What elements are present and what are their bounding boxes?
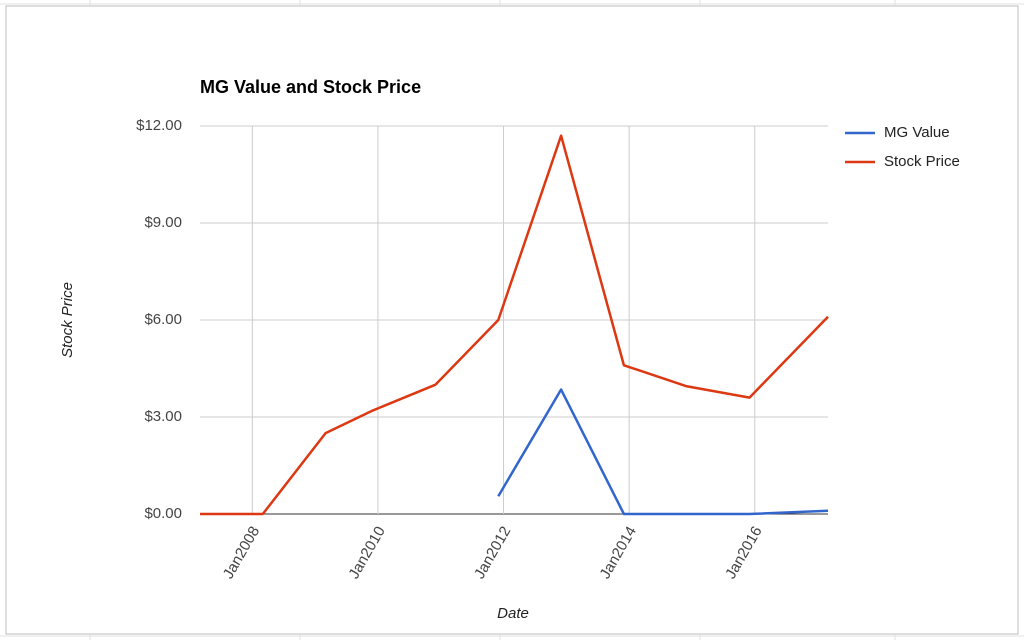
line-series (497, 388, 829, 516)
y-tick-label: $0.00 (144, 505, 182, 522)
y-tick-label: $6.00 (144, 311, 182, 328)
y-tick-label: $12.00 (136, 117, 182, 134)
y-tick-label: $9.00 (144, 214, 182, 231)
legend-label: MG Value (884, 124, 950, 141)
chart-title: MG Value and Stock Price (200, 77, 421, 97)
x-axis-label: Date (497, 605, 529, 622)
y-tick-label: $3.00 (144, 408, 182, 425)
y-axis-label: Stock Price (59, 282, 76, 358)
line-series (200, 134, 829, 516)
legend-label: Stock Price (884, 153, 960, 170)
